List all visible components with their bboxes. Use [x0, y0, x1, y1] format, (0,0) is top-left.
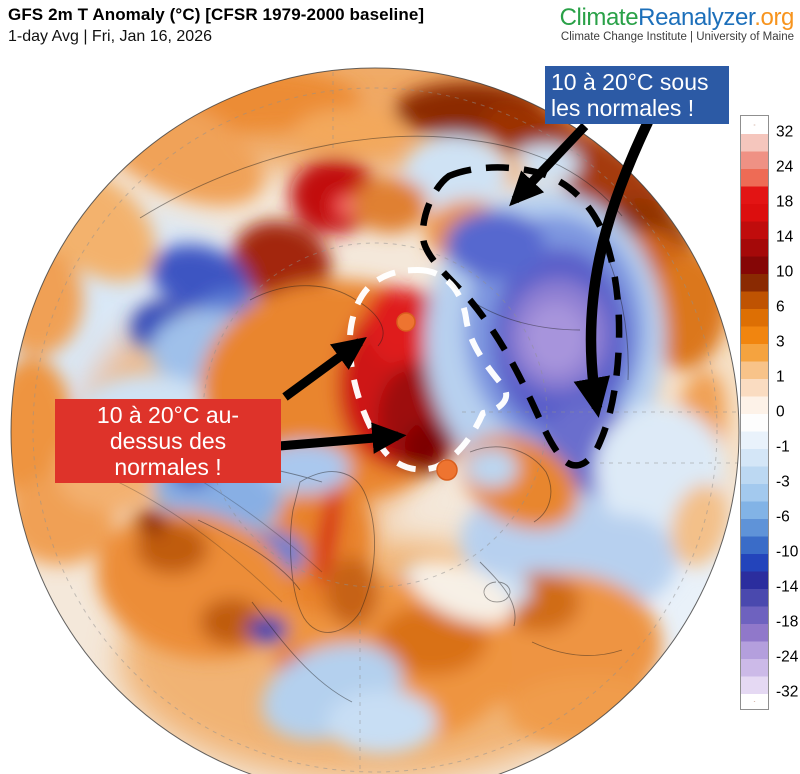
annotation-warm: 10 à 20°C au-dessus des normales !	[55, 399, 281, 483]
cold-region-outline	[419, 164, 623, 469]
colorbar-segment	[741, 116, 768, 134]
figure-header: GFS 2m T Anomaly (°C) [CFSR 1979-2000 ba…	[8, 5, 424, 46]
map-subtitle: 1-day Avg | Fri, Jan 16, 2026	[8, 28, 212, 45]
colorbar-tick-label: 18	[776, 193, 794, 211]
logo-org: .org	[754, 4, 794, 31]
annotation-arrows	[171, 119, 653, 460]
colorbar-tick-label: -18	[776, 613, 799, 631]
thermometer-marker-south	[436, 424, 458, 481]
colorbar-segment	[741, 449, 768, 484]
colorbar: 32 24 18 14 10 6 3 1 0 -1 -3 -6 -10 -14 -18 -24 -32	[740, 115, 798, 710]
colorbar-segment	[741, 589, 768, 624]
map-title: GFS 2m T Anomaly (°C) [CFSR 1979-2000 ba…	[8, 5, 425, 24]
colorbar-tick-label: -24	[776, 648, 799, 666]
colorbar-tick-label: -14	[776, 578, 799, 596]
logo-climate: Climate	[559, 4, 639, 31]
colorbar-tick-label: 14	[776, 228, 794, 246]
colorbar-tick-label: 24	[776, 158, 794, 176]
colorbar-segment	[741, 309, 768, 344]
site-logo-wordmark[interactable]: ClimateReanalyzer.org	[559, 4, 795, 31]
colorbar-tick-label: 10	[776, 263, 794, 281]
colorbar-segment	[741, 484, 768, 519]
colorbar-segment	[741, 274, 768, 309]
colorbar-segment	[741, 414, 768, 449]
cold-arrow-long	[573, 119, 653, 418]
thermometer-marker-north	[396, 270, 416, 332]
colorbar-segment	[741, 694, 768, 709]
site-logo[interactable]: ClimateReanalyzer.org Climate Change Ins…	[559, 4, 795, 43]
colorbar-tick-label: 1	[776, 368, 785, 386]
logo-reanalyzer: Reanalyzer	[638, 4, 755, 31]
annotation-cold: 10 à 20°C sous les normales !	[545, 66, 729, 124]
colorbar-segment	[741, 519, 768, 554]
colorbar-segment	[741, 554, 768, 589]
colorbar-segment	[741, 169, 768, 204]
colorbar-tick-label: -1	[776, 438, 790, 456]
colorbar-segment	[741, 204, 768, 239]
colorbar-bar	[740, 115, 769, 710]
colorbar-tick-label: -3	[776, 473, 790, 491]
colorbar-tick-label: 3	[776, 333, 785, 351]
colorbar-tick-label: 32	[776, 123, 794, 141]
logo-tagline: Climate Change Institute | University of…	[560, 31, 794, 43]
colorbar-segment	[741, 624, 768, 659]
colorbar-segment	[741, 379, 768, 414]
colorbar-segment	[741, 239, 768, 274]
colorbar-tick-label: -32	[776, 683, 799, 701]
colorbar-tick-label: 0	[776, 403, 785, 421]
colorbar-tick-label: 6	[776, 298, 785, 316]
cold-arrow-short	[509, 122, 589, 207]
colorbar-tick-label: -10	[776, 543, 799, 561]
colorbar-segment	[741, 659, 768, 694]
colorbar-segment	[741, 134, 768, 169]
colorbar-tick-label: -6	[776, 508, 790, 526]
colorbar-segment	[741, 344, 768, 379]
warm-arrow-upper	[282, 336, 367, 401]
warm-region-outline	[346, 267, 510, 473]
globe-rim	[10, 67, 740, 774]
